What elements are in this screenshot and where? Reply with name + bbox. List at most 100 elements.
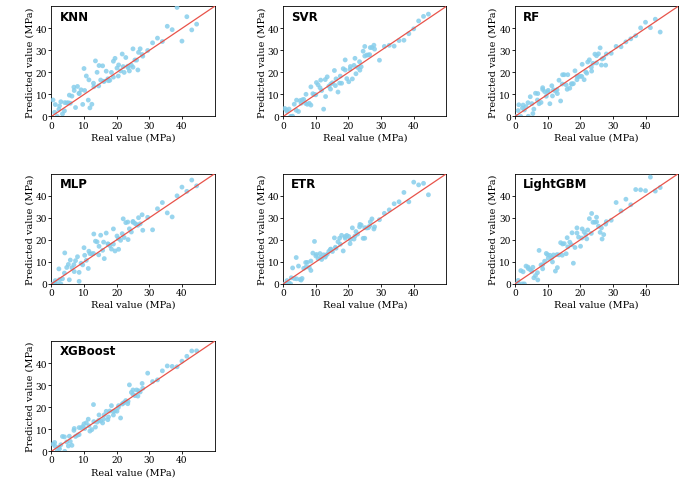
Point <box>147 40 158 48</box>
Point <box>577 61 588 69</box>
Point <box>177 358 188 366</box>
Point <box>290 107 301 115</box>
Point <box>418 180 429 188</box>
Point <box>358 48 369 56</box>
Point <box>584 215 595 223</box>
Point <box>88 231 99 239</box>
Point <box>537 265 548 273</box>
Point <box>123 236 134 244</box>
Point <box>579 228 590 236</box>
Point <box>182 353 192 361</box>
Point <box>308 250 319 258</box>
Point <box>331 76 342 83</box>
Point <box>95 232 106 240</box>
Point <box>320 93 331 101</box>
Point <box>94 411 105 419</box>
Point <box>97 419 108 427</box>
Point <box>580 69 591 77</box>
Point <box>72 431 83 439</box>
Point <box>336 232 347 240</box>
Point <box>74 269 85 277</box>
Point <box>330 82 341 90</box>
Point <box>394 199 405 206</box>
Point <box>553 77 564 85</box>
Point <box>102 416 113 424</box>
Point <box>530 272 541 280</box>
Point <box>306 84 316 92</box>
Point <box>74 424 85 431</box>
Point <box>545 252 556 260</box>
Point <box>279 281 290 288</box>
Point <box>588 61 599 68</box>
Point <box>536 100 547 107</box>
Point <box>566 81 577 88</box>
Point <box>511 113 522 121</box>
Point <box>513 102 524 109</box>
Point <box>300 101 311 108</box>
Point <box>77 262 88 269</box>
Point <box>526 101 537 108</box>
Point <box>290 254 301 262</box>
Point <box>394 38 405 45</box>
Point <box>306 102 316 110</box>
Point <box>279 105 290 113</box>
Point <box>569 244 580 252</box>
Point <box>93 251 104 259</box>
Point <box>287 113 298 121</box>
Point <box>539 88 550 96</box>
Point <box>586 210 597 218</box>
Point <box>119 234 129 242</box>
Point <box>548 251 559 259</box>
Point <box>650 16 661 24</box>
Point <box>94 243 105 251</box>
Point <box>526 268 537 276</box>
Point <box>332 89 343 97</box>
Point <box>591 60 602 68</box>
Point <box>309 91 320 99</box>
Point <box>84 250 95 258</box>
Point <box>582 236 593 244</box>
Point <box>566 241 577 249</box>
Point <box>129 57 140 65</box>
Text: XGBoost: XGBoost <box>60 345 116 358</box>
Point <box>298 265 309 273</box>
Point <box>547 259 558 266</box>
Point <box>142 47 153 55</box>
Point <box>559 240 570 248</box>
Point <box>610 199 621 207</box>
Point <box>320 252 331 260</box>
Point <box>88 83 99 91</box>
Text: KNN: KNN <box>60 11 88 23</box>
Point <box>403 199 414 206</box>
Point <box>345 240 356 248</box>
Point <box>166 363 177 370</box>
Point <box>650 188 661 196</box>
Point <box>341 76 352 83</box>
Point <box>537 84 548 92</box>
Point <box>108 58 119 66</box>
Point <box>327 248 338 256</box>
Point <box>68 425 79 432</box>
Point <box>132 392 143 400</box>
Point <box>562 244 573 251</box>
Point <box>61 264 72 272</box>
Point <box>523 100 534 107</box>
Point <box>113 235 124 243</box>
Point <box>66 264 77 272</box>
Point <box>517 105 528 113</box>
Point <box>582 70 593 78</box>
Point <box>527 264 538 272</box>
Point <box>329 235 340 243</box>
Point <box>532 276 543 284</box>
Point <box>343 79 354 86</box>
Point <box>547 254 558 262</box>
Point <box>61 100 72 107</box>
Point <box>63 442 74 450</box>
Point <box>596 62 607 70</box>
Point <box>318 251 329 259</box>
Point <box>423 11 434 19</box>
Point <box>126 388 137 396</box>
Point <box>582 226 593 234</box>
Point <box>110 407 121 415</box>
Point <box>72 253 83 261</box>
